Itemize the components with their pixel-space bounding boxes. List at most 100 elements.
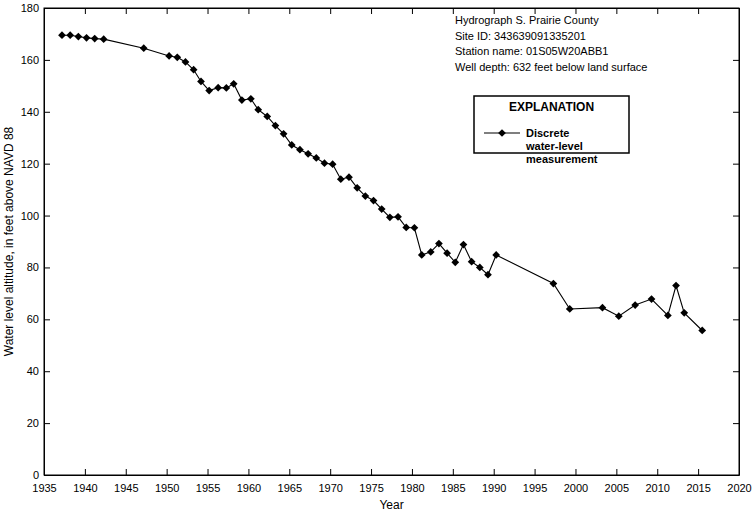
tick: 160 <box>21 54 50 66</box>
annotation: Site ID: 343639091335201 <box>455 30 586 42</box>
tick-label: 40 <box>27 365 39 377</box>
tick-mark <box>126 469 127 475</box>
tick: 40 <box>27 365 50 377</box>
tick-label: 80 <box>27 261 39 273</box>
data-point <box>698 327 706 335</box>
tick <box>126 8 127 14</box>
data-point <box>304 150 312 158</box>
axis-line <box>739 9 740 476</box>
tick-mark <box>44 112 50 113</box>
data-point <box>190 66 198 74</box>
data-point <box>288 141 296 149</box>
data-point <box>345 173 353 181</box>
data-point <box>263 113 271 121</box>
tick-mark <box>167 469 168 475</box>
axis-line <box>45 475 740 476</box>
tick-mark <box>733 319 739 320</box>
tick: 80 <box>27 261 50 273</box>
annotation: Well depth: 632 feet below land surface <box>455 61 647 73</box>
tick-mark <box>616 8 617 14</box>
tick-mark <box>733 371 739 372</box>
data-point <box>222 84 230 92</box>
tick-label: 1940 <box>73 482 97 494</box>
data-point <box>165 52 173 60</box>
data-point <box>664 312 672 320</box>
data-point <box>238 96 246 104</box>
tick-mark <box>208 8 209 14</box>
data-point <box>386 213 394 221</box>
data-point <box>672 282 680 290</box>
tick-label: 100 <box>21 210 39 222</box>
tick-label: 1995 <box>523 482 547 494</box>
tick: 1960 <box>237 469 261 494</box>
data-point <box>648 295 656 303</box>
tick: 1980 <box>400 469 424 494</box>
tick-mark <box>733 60 739 61</box>
tick-mark <box>44 475 50 476</box>
data-point <box>254 106 262 114</box>
data-point <box>550 280 558 288</box>
tick-mark <box>44 216 50 217</box>
tick: 1955 <box>196 469 220 494</box>
tick-mark <box>371 469 372 475</box>
tick: 1950 <box>155 469 179 494</box>
tick <box>330 8 331 14</box>
tick <box>44 8 45 14</box>
data-point <box>74 33 82 41</box>
data-point <box>631 301 639 309</box>
tick <box>289 8 290 14</box>
data-point <box>484 271 492 279</box>
tick-mark <box>44 164 50 165</box>
x-axis: 1935194019451950195519601965197019751980… <box>32 469 751 494</box>
tick-mark <box>453 469 454 475</box>
data-point <box>394 213 402 221</box>
tick-mark <box>44 267 50 268</box>
annotation: Station name: 01S05W20ABB1 <box>455 45 608 57</box>
tick-mark <box>733 216 739 217</box>
tick: 140 <box>21 106 50 118</box>
plot: 1935194019451950195519601965197019751980… <box>21 2 752 494</box>
tick-mark <box>733 112 739 113</box>
tick <box>657 8 658 14</box>
data-point <box>100 35 108 43</box>
y-axis <box>733 9 740 476</box>
tick-mark <box>330 469 331 475</box>
data-point <box>66 31 74 39</box>
tick-mark <box>733 8 739 9</box>
series-line <box>62 35 702 330</box>
x-axis-title: Year <box>379 498 403 512</box>
tick-mark <box>616 469 617 475</box>
tick-label: 180 <box>21 2 39 14</box>
tick: 1945 <box>114 469 138 494</box>
data-point <box>599 304 607 312</box>
marks <box>58 31 706 334</box>
data-point <box>91 35 99 43</box>
tick-label: 2015 <box>686 482 710 494</box>
data-point <box>230 80 238 88</box>
tick-mark <box>44 371 50 372</box>
tick-label: 60 <box>27 313 39 325</box>
tick-label: 1980 <box>400 482 424 494</box>
data-point <box>197 78 205 86</box>
tick: 0 <box>33 469 50 481</box>
annotation: Hydrograph S. Prairie County <box>455 14 599 26</box>
data-point <box>173 53 181 61</box>
data-point <box>427 248 435 256</box>
tick-mark <box>657 469 658 475</box>
data-point <box>140 44 148 52</box>
tick-label: 2005 <box>605 482 629 494</box>
tick: 120 <box>21 158 50 170</box>
tick-label: 1950 <box>155 482 179 494</box>
tick <box>208 8 209 14</box>
tick-mark <box>733 475 739 476</box>
tick-mark <box>453 8 454 14</box>
axis-line <box>45 8 740 9</box>
tick-label: 1970 <box>318 482 342 494</box>
tick <box>371 8 372 14</box>
data-point <box>566 305 574 313</box>
data-point <box>468 258 476 266</box>
tick-mark <box>733 267 739 268</box>
tick-label: 120 <box>21 158 39 170</box>
tick-mark <box>657 8 658 14</box>
tick <box>733 475 739 476</box>
